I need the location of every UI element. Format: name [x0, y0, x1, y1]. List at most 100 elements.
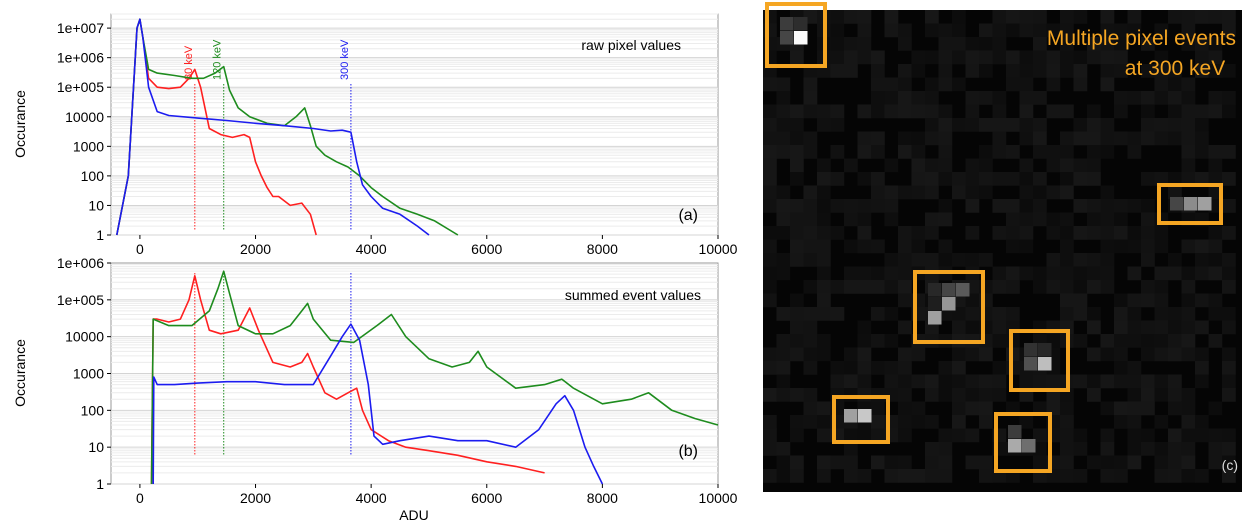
noise-pixel [1208, 428, 1223, 443]
noise-pixel [871, 185, 885, 200]
noise-pixel [803, 361, 818, 375]
noise-pixel [857, 428, 872, 443]
noise-pixel [1208, 307, 1223, 321]
panel-a-energy-markers: 80 keV 120 keV 300 keV [183, 39, 352, 231]
noise-pixel [952, 347, 966, 362]
noise-pixel [790, 428, 804, 443]
noise-pixel [952, 374, 966, 389]
noise-pixel [938, 469, 953, 483]
noise-pixel [1154, 320, 1169, 335]
y-tick-label: 100 [81, 168, 105, 184]
noise-pixel [965, 455, 980, 470]
noise-pixel [871, 455, 885, 470]
noise-pixel [992, 334, 1007, 348]
noise-pixel [857, 104, 872, 119]
noise-pixel [1181, 37, 1196, 51]
noise-pixel [938, 199, 953, 213]
noise-pixel [1060, 23, 1074, 38]
noise-pixel [884, 280, 899, 294]
noise-pixel [1168, 374, 1182, 389]
noise-pixel [844, 10, 858, 24]
noise-pixel [1046, 145, 1061, 159]
noise-pixel [1100, 469, 1115, 483]
noise-pixel [1060, 226, 1074, 240]
detector-noise-pixels [763, 10, 1236, 483]
y-tick-label: 1 [96, 227, 104, 243]
noise-pixel [803, 307, 818, 321]
noise-pixel [965, 226, 980, 240]
noise-pixel [1181, 415, 1196, 429]
noise-pixel [844, 50, 858, 65]
event-pixel [1170, 197, 1184, 211]
y-tick-label: 10000 [65, 109, 104, 125]
noise-pixel [803, 77, 818, 92]
noise-pixel [979, 64, 993, 78]
noise-pixel [817, 415, 831, 429]
noise-pixel [898, 320, 912, 335]
noise-pixel [790, 118, 804, 132]
noise-pixel [884, 158, 899, 173]
noise-pixel [844, 199, 858, 213]
noise-pixel [992, 145, 1007, 159]
noise-pixel [1114, 334, 1128, 348]
noise-pixel [763, 145, 777, 159]
noise-pixel [1181, 10, 1196, 24]
noise-pixel [830, 118, 845, 132]
noise-pixel [925, 226, 939, 240]
noise-pixel [1222, 307, 1236, 321]
panel-c-detector-image: Multiple pixel events at 300 keV (c) [763, 2, 1242, 492]
panel-c-title-line-2: at 300 keV [1125, 57, 1225, 80]
noise-pixel [871, 145, 885, 159]
noise-pixel [871, 50, 885, 65]
noise-pixel [763, 361, 777, 375]
noise-pixel [1141, 118, 1155, 132]
series-line-1 [150, 270, 719, 485]
noise-pixel [965, 50, 980, 65]
noise-pixel [925, 172, 939, 186]
noise-pixel [1019, 185, 1034, 200]
noise-pixel [1181, 401, 1196, 416]
noise-pixel [790, 253, 804, 267]
noise-pixel [1033, 442, 1047, 456]
noise-pixel [1087, 320, 1101, 335]
noise-pixel [763, 428, 777, 443]
noise-pixel [992, 131, 1007, 146]
noise-pixel [1073, 334, 1088, 348]
event-box [1009, 329, 1070, 392]
noise-pixel [1060, 469, 1074, 483]
event-pixel [1038, 343, 1052, 357]
noise-pixel [992, 23, 1007, 38]
noise-pixel [1195, 10, 1209, 24]
noise-pixel [925, 253, 939, 267]
noise-pixel [965, 185, 980, 200]
noise-pixel [1141, 334, 1155, 348]
noise-pixel [776, 455, 791, 470]
noise-pixel [1208, 401, 1223, 416]
noise-pixel [1127, 131, 1142, 146]
panel-b-x-axis-label: ADU [399, 507, 429, 523]
noise-pixel [790, 307, 804, 321]
noise-pixel [857, 10, 872, 24]
noise-pixel [884, 104, 899, 119]
noise-pixel [1127, 266, 1142, 281]
noise-pixel [1073, 469, 1088, 483]
event-pixel [956, 283, 970, 297]
noise-pixel [817, 253, 831, 267]
noise-pixel [1208, 10, 1223, 24]
noise-pixel [763, 469, 777, 483]
panel-a-y-axis-label: Occurance [12, 90, 28, 158]
noise-pixel [871, 199, 885, 213]
event-pixel [794, 31, 808, 45]
noise-pixel [817, 239, 831, 254]
noise-pixel [1127, 388, 1142, 402]
noise-pixel [1087, 158, 1101, 173]
noise-pixel [1006, 199, 1020, 213]
noise-pixel [857, 226, 872, 240]
noise-pixel [884, 253, 899, 267]
noise-pixel [1019, 50, 1034, 65]
noise-pixel [898, 226, 912, 240]
panel-b-summed-event-values: 1 10 100 1000 10000 1e+005 1e+006 0 2000 4000 600… [12, 255, 738, 523]
noise-pixel [938, 131, 953, 146]
noise-pixel [979, 455, 993, 470]
noise-pixel [803, 145, 818, 159]
